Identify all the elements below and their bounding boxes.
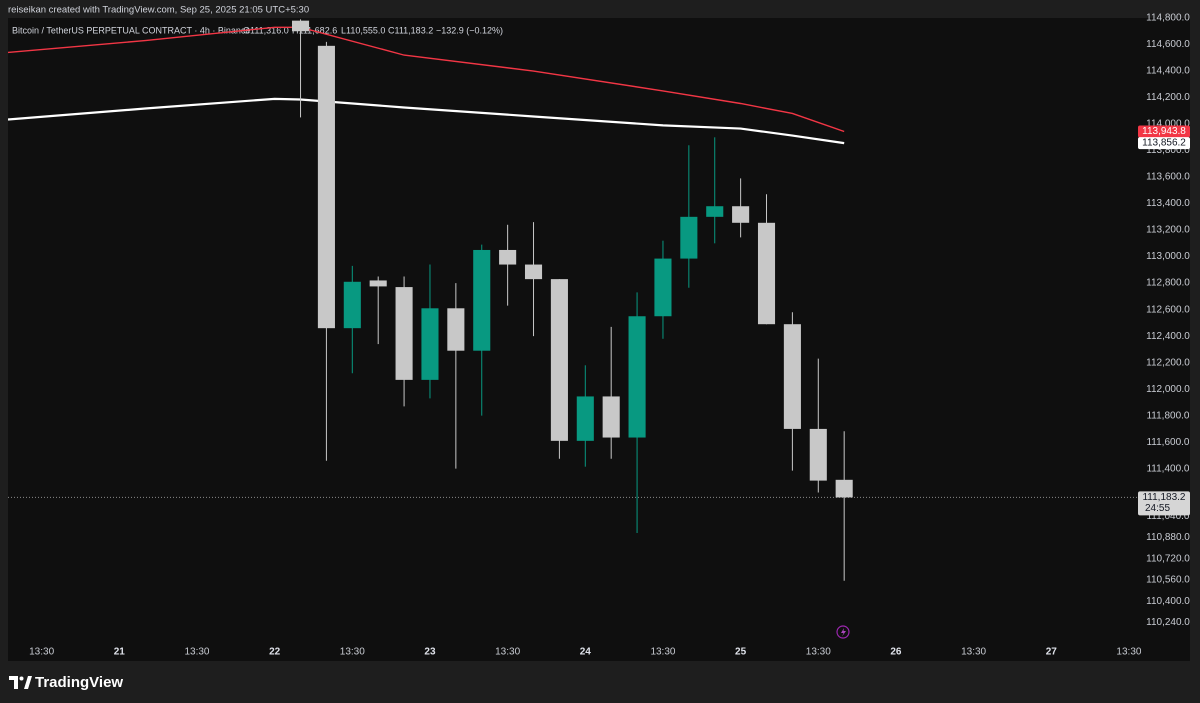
- x-tick-label: 13:30: [650, 647, 675, 658]
- brand-logo-c: [24, 676, 32, 689]
- alert-icon[interactable]: [836, 625, 850, 639]
- price-label-box: [1138, 137, 1190, 150]
- y-tick-label: 110,880.0: [1146, 532, 1190, 543]
- y-tick-label: 110,240.0: [1146, 617, 1190, 628]
- candle-body: [421, 308, 439, 380]
- symbol-legend: Bitcoin / TetherUS PERPETUAL CONTRACT · …: [12, 25, 503, 35]
- price-label: 113,856.2: [1142, 138, 1186, 149]
- brand-logo-a: [9, 676, 18, 689]
- candle-body: [654, 258, 672, 317]
- y-tick-label: 114,200.0: [1146, 92, 1190, 103]
- candle-body: [473, 249, 491, 351]
- candle-body: [395, 287, 413, 380]
- open-label: O111,316.0: [243, 25, 289, 35]
- plot: [8, 19, 1138, 581]
- x-tick-label: 13:30: [806, 647, 831, 658]
- candle-body: [317, 45, 335, 329]
- symbol: Bitcoin / TetherUS PERPETUAL CONTRACT · …: [12, 25, 250, 35]
- x-tick-label: 21: [114, 647, 126, 658]
- y-tick-label: 111,600.0: [1146, 437, 1189, 448]
- y-tick-label: 110,560.0: [1146, 575, 1190, 586]
- y-tick-label: 111,040.0: [1146, 511, 1189, 522]
- y-tick-label: 114,000.0: [1146, 119, 1190, 130]
- x-tick-label: 13:30: [29, 647, 54, 658]
- x-tick-label: 27: [1046, 647, 1058, 658]
- y-tick-label: 113,800.0: [1146, 145, 1190, 156]
- y-tick-label: 112,400.0: [1146, 331, 1190, 342]
- candle-body: [602, 396, 620, 438]
- close-label: C111,183.2: [388, 25, 433, 35]
- y-tick-label: 112,200.0: [1146, 357, 1190, 368]
- chart-panel: [8, 18, 1190, 661]
- alert-bolt: [841, 628, 846, 637]
- candle-body: [576, 396, 594, 441]
- x-tick-label: 23: [424, 647, 436, 658]
- y-tick-label: 110,400.0: [1146, 596, 1190, 607]
- x-tick-label: 25: [735, 647, 747, 658]
- y-tick-label: 112,600.0: [1146, 304, 1190, 315]
- y-tick-label: 111,400.0: [1146, 463, 1189, 474]
- alert-circle: [836, 625, 850, 639]
- y-tick-label: 112,000.0: [1146, 384, 1190, 395]
- y-tick-label: 113,000.0: [1146, 251, 1190, 262]
- candle-body: [809, 428, 827, 481]
- y-tick-label: 111,800.0: [1146, 410, 1189, 421]
- candle-body: [524, 264, 543, 280]
- candle-body: [732, 206, 750, 223]
- brand[interactable]: TradingView: [9, 674, 123, 691]
- countdown-label: 24:55: [1145, 503, 1170, 514]
- y-tick-label: 110,720.0: [1146, 553, 1190, 564]
- x-tick-label: 22: [269, 647, 281, 658]
- candle-body: [680, 216, 698, 259]
- candle-body: [706, 206, 724, 217]
- change-label: −132.9 (−0.12%): [436, 25, 503, 35]
- candle-body: [499, 249, 517, 265]
- brand-name: TradingView: [35, 674, 123, 691]
- candle-body: [835, 479, 853, 498]
- y-tick-label: 113,200.0: [1146, 225, 1190, 236]
- moving-average-line: [8, 97, 845, 145]
- y-tick-label: 113,600.0: [1146, 172, 1190, 183]
- attribution: reiseikan created with TradingView.com, …: [8, 5, 309, 16]
- candle-body: [783, 324, 801, 429]
- candle-body: [291, 20, 310, 32]
- moving-average-line: [8, 26, 845, 133]
- price-label-box: [1138, 491, 1190, 516]
- x-tick-label: 13:30: [495, 647, 520, 658]
- x-tick-label: 13:30: [1116, 647, 1141, 658]
- price-label: 111,183.2: [1142, 492, 1185, 503]
- candle-body: [550, 279, 568, 441]
- x-tick-label: 13:30: [340, 647, 365, 658]
- x-tick-label: 24: [580, 647, 592, 658]
- x-tick-label: 13:30: [961, 647, 986, 658]
- candle-body: [369, 280, 387, 287]
- price-label-box: [1138, 125, 1190, 138]
- candle-body: [628, 316, 646, 438]
- y-tick-label: 113,400.0: [1146, 198, 1190, 209]
- y-tick-label: 114,800.0: [1146, 13, 1190, 24]
- y-tick-label: 114,600.0: [1146, 39, 1190, 50]
- price-label: 113,943.8: [1142, 126, 1186, 137]
- candle-body: [447, 308, 465, 351]
- candle-body: [343, 281, 361, 329]
- y-tick-label: 112,800.0: [1146, 278, 1190, 289]
- brand-logo-b: [19, 676, 24, 681]
- candle-body: [757, 222, 776, 325]
- x-tick-label: 13:30: [184, 647, 209, 658]
- x-tick-label: 26: [890, 647, 902, 658]
- low-label: L110,555.0: [341, 25, 385, 35]
- y-tick-label: 114,400.0: [1146, 66, 1190, 77]
